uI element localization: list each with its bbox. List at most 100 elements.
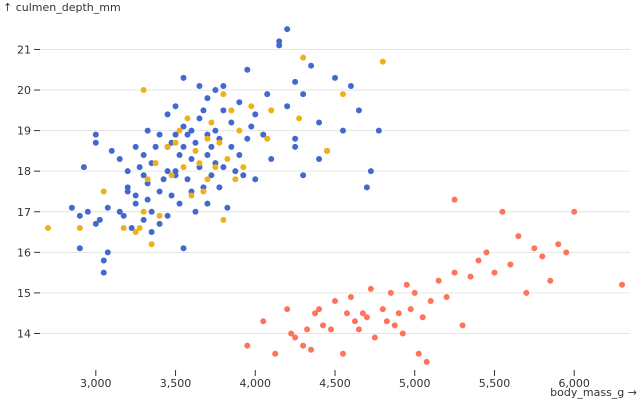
data-point	[276, 38, 283, 45]
data-point	[308, 346, 315, 353]
data-point	[156, 220, 163, 227]
data-point	[232, 168, 239, 175]
data-point	[264, 135, 271, 142]
data-point	[156, 131, 163, 138]
data-point	[168, 192, 175, 199]
data-point	[228, 119, 235, 126]
x-axis-title: body_mass_g →	[550, 386, 637, 399]
data-point	[451, 196, 458, 203]
y-axis-title: ↑ culmen_depth_mm	[3, 1, 121, 14]
data-point	[192, 139, 199, 146]
data-point	[140, 172, 147, 179]
data-point	[80, 164, 87, 171]
data-point	[200, 188, 207, 195]
data-point	[220, 82, 227, 89]
data-point	[196, 160, 203, 167]
data-point	[172, 131, 179, 138]
data-point	[100, 188, 107, 195]
y-tick-label: 19	[17, 125, 31, 138]
data-point	[144, 196, 151, 203]
data-point	[188, 192, 195, 199]
data-point	[435, 277, 442, 284]
data-point	[180, 123, 187, 130]
data-point	[371, 334, 378, 341]
data-point	[288, 330, 295, 337]
y-tick-label: 20	[17, 84, 31, 97]
data-point	[467, 273, 474, 280]
data-point	[136, 164, 143, 171]
data-point	[176, 127, 183, 134]
series-2	[44, 54, 386, 248]
data-point	[120, 212, 127, 219]
data-point	[264, 91, 271, 98]
data-point	[200, 107, 207, 114]
x-tick-label: 3,500	[160, 377, 192, 390]
data-point	[180, 245, 187, 252]
data-point	[451, 269, 458, 276]
y-tick-label: 15	[17, 287, 31, 300]
data-point	[403, 281, 410, 288]
data-point	[204, 176, 211, 183]
data-point	[180, 74, 187, 81]
data-point	[339, 350, 346, 357]
data-point	[339, 91, 346, 98]
y-tick-label: 17	[17, 206, 31, 219]
data-point	[619, 281, 626, 288]
data-point	[156, 212, 163, 219]
data-point	[379, 306, 386, 313]
data-point	[220, 164, 227, 171]
data-point	[320, 322, 327, 329]
data-point	[120, 224, 127, 231]
data-point	[140, 216, 147, 223]
data-point	[164, 143, 171, 150]
data-point	[367, 168, 374, 175]
data-point	[220, 216, 227, 223]
data-point	[84, 208, 91, 215]
data-point	[491, 269, 498, 276]
data-point	[240, 172, 247, 179]
data-point	[104, 249, 111, 256]
data-point	[379, 58, 386, 65]
data-point	[208, 143, 215, 150]
data-point	[92, 220, 99, 227]
data-point	[172, 139, 179, 146]
data-point	[188, 156, 195, 163]
data-point	[172, 103, 179, 110]
x-tick-label: 4,000	[240, 377, 272, 390]
data-point	[92, 131, 99, 138]
data-point	[236, 151, 243, 158]
data-point	[212, 127, 219, 134]
data-point	[411, 289, 418, 296]
data-point	[144, 127, 151, 134]
data-point	[367, 285, 374, 292]
data-point	[160, 176, 167, 183]
data-point	[272, 350, 279, 357]
data-point	[176, 151, 183, 158]
data-point	[108, 147, 115, 154]
x-tick-label: 3,000	[80, 377, 112, 390]
data-point	[128, 224, 135, 231]
data-point	[459, 322, 466, 329]
data-point	[196, 82, 203, 89]
data-point	[124, 184, 131, 191]
data-point	[252, 111, 259, 118]
data-point	[164, 111, 171, 118]
data-point	[316, 156, 323, 163]
data-point	[208, 119, 215, 126]
data-point	[555, 241, 562, 248]
series-1	[68, 26, 382, 276]
data-point	[76, 224, 83, 231]
x-tick-label: 4,500	[319, 377, 351, 390]
data-point	[292, 334, 299, 341]
data-point	[244, 135, 251, 142]
data-point	[148, 208, 155, 215]
data-point	[132, 143, 139, 150]
data-point	[363, 184, 370, 191]
data-point	[351, 318, 358, 325]
data-point	[192, 208, 199, 215]
data-point	[563, 249, 570, 256]
data-point	[136, 224, 143, 231]
data-point	[132, 229, 139, 236]
data-point	[212, 87, 219, 94]
y-tick-label: 21	[17, 43, 31, 56]
